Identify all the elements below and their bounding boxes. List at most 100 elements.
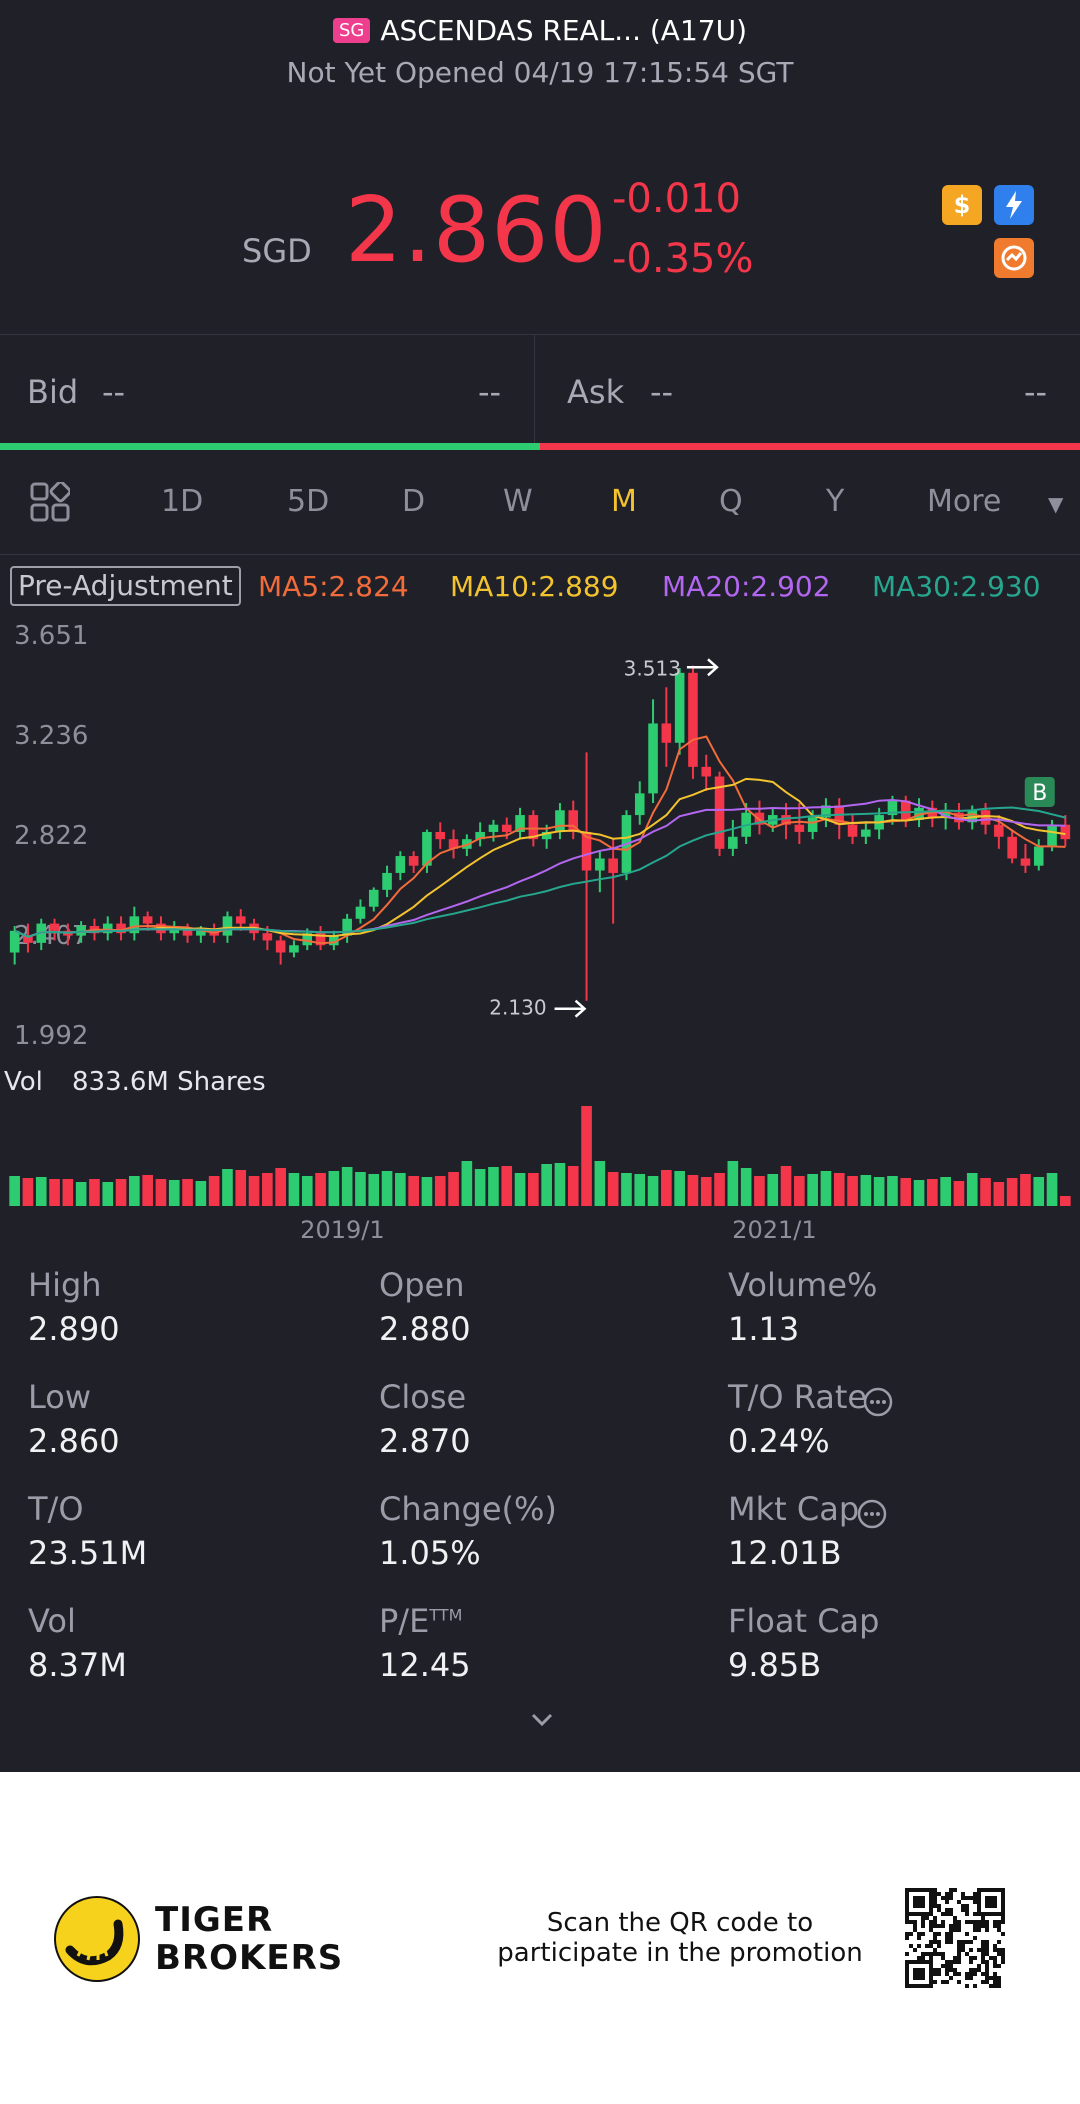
brand-name-line2: BROKERS	[155, 1938, 344, 1978]
volume-bar	[714, 1173, 725, 1206]
volume-bar	[341, 1167, 353, 1206]
volume-bar	[754, 1176, 765, 1206]
candle-body	[847, 824, 858, 837]
bid-price: --	[102, 373, 126, 411]
candle-body	[821, 805, 831, 818]
stock-title: SG ASCENDAS REAL... (A17U)	[0, 14, 1080, 47]
pre-adjustment-toggle[interactable]: Pre-Adjustment	[10, 566, 241, 606]
last-price: 2.860	[345, 178, 608, 283]
orange-badge-icon[interactable]	[994, 238, 1034, 278]
tab-m[interactable]: M	[611, 484, 637, 519]
x-tick-label: 2021/1	[732, 1216, 816, 1244]
promo-text-line1: Scan the QR code to	[546, 1908, 814, 1938]
candle-body	[1020, 858, 1031, 866]
volume-bar	[395, 1173, 406, 1206]
volume-bar	[89, 1179, 100, 1206]
volume-bar	[168, 1180, 180, 1206]
candle-body	[102, 923, 113, 934]
tab-d[interactable]: D	[402, 484, 426, 519]
candle-body	[196, 930, 206, 936]
ask-size: --	[1024, 373, 1048, 411]
candle-body	[408, 856, 419, 866]
ma5-value: MA5:2.824	[258, 570, 409, 603]
volume-bar	[355, 1172, 366, 1206]
volume-bar	[980, 1178, 991, 1206]
candle-body	[395, 856, 406, 873]
volume-bar	[35, 1177, 47, 1206]
ma5-line	[14, 735, 1066, 945]
volume-bar	[434, 1176, 446, 1206]
stat-close-value: 2.870	[379, 1422, 471, 1460]
candle-body	[302, 933, 313, 946]
volume-bar	[1046, 1173, 1058, 1206]
stat-vol-value: 8.37M	[28, 1646, 127, 1684]
volume-value: 833.6M Shares	[72, 1067, 266, 1097]
volume-bar	[501, 1166, 513, 1206]
volume-bar	[275, 1168, 286, 1206]
tab-5d[interactable]: 5D	[287, 484, 330, 519]
stat-low-label: Low	[28, 1378, 92, 1416]
volume-bar	[22, 1178, 34, 1206]
volume-bar	[208, 1176, 220, 1206]
layout-grid-icon[interactable]	[30, 482, 70, 522]
high-marker-label: 3.513	[624, 656, 681, 680]
stat-high-value: 2.890	[28, 1310, 120, 1348]
ask-ratio-bar	[540, 443, 1080, 450]
expand-chevron-icon[interactable]	[530, 1708, 554, 1732]
y-tick-label: 1.992	[14, 1021, 88, 1051]
tab-more[interactable]: More	[927, 484, 1002, 519]
stat-close-label: Close	[379, 1378, 467, 1416]
candle-body	[728, 836, 738, 849]
candle-body	[23, 935, 33, 943]
candle-body	[541, 831, 552, 840]
ask-label: Ask	[567, 373, 625, 411]
torate-info-icon[interactable]	[862, 1386, 894, 1418]
qr-code[interactable]	[905, 1888, 1005, 1988]
candle-body	[475, 831, 485, 840]
candle-body	[289, 945, 299, 953]
quote-screen: SG ASCENDAS REAL... (A17U) Not Yet Opened…	[0, 0, 1080, 1772]
stat-pe-label: P/ETTM	[379, 1602, 462, 1640]
candle-body	[568, 810, 579, 832]
candle-body	[169, 928, 180, 934]
mktcap-info-icon[interactable]	[856, 1498, 888, 1530]
candle-body	[861, 829, 871, 837]
tab-w[interactable]: W	[503, 484, 533, 519]
tab-1d[interactable]: 1D	[161, 484, 204, 519]
bid-ask-panel: Bid -- -- Ask -- --	[0, 334, 1080, 445]
candle-body	[1007, 836, 1017, 859]
candle-body	[116, 923, 126, 934]
flash-icon[interactable]	[994, 185, 1034, 225]
volume-bar	[1033, 1177, 1045, 1206]
promo-text-line2: participate in the promotion	[497, 1938, 863, 1968]
volume-bar	[940, 1177, 951, 1206]
more-dropdown-icon[interactable]: ▼	[1048, 492, 1064, 516]
tab-y[interactable]: Y	[826, 484, 845, 519]
volume-bar	[820, 1171, 832, 1206]
candle-body	[900, 800, 911, 820]
volume-bar	[142, 1175, 153, 1206]
candle-body	[235, 916, 246, 924]
volume-bar	[448, 1172, 459, 1206]
candle-body	[515, 815, 525, 832]
tab-q[interactable]: Q	[719, 484, 743, 519]
candle-body	[887, 800, 898, 816]
high-arrow-icon	[686, 658, 719, 677]
volume-bar	[129, 1176, 140, 1206]
volume-bar	[687, 1175, 699, 1206]
candle-body	[262, 933, 273, 941]
candle-body	[222, 916, 233, 936]
volume-bar	[421, 1177, 433, 1206]
stock-name: ASCENDAS REAL... (A17U)	[380, 14, 747, 47]
stat-pe-text: P/E	[379, 1602, 430, 1640]
stat-torate-label: T/O Rate	[728, 1378, 868, 1416]
volume-bar	[474, 1169, 486, 1206]
volume-bar	[381, 1171, 393, 1206]
candle-body	[1047, 824, 1057, 847]
candle-body	[382, 872, 392, 890]
volume-bar	[528, 1173, 539, 1206]
dollar-icon[interactable]: $	[942, 185, 982, 225]
volume-bar	[794, 1176, 805, 1206]
volume-bar	[514, 1173, 526, 1206]
